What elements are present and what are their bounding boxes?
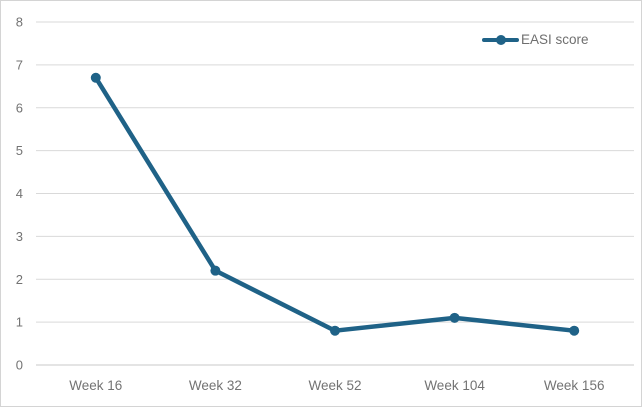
x-axis-tick-label: Week 32 — [189, 378, 242, 393]
y-axis-tick-label: 0 — [16, 358, 23, 373]
x-axis-tick-label: Week 156 — [544, 378, 605, 393]
legend-dot-icon — [495, 35, 506, 45]
x-axis-tick-label: Week 104 — [424, 378, 485, 393]
chart-legend: EASI score — [482, 32, 589, 48]
y-axis-tick-label: 7 — [16, 57, 23, 72]
y-axis-tick-label: 8 — [16, 15, 23, 30]
y-axis-tick-label: 1 — [16, 315, 23, 330]
y-axis-tick-label: 2 — [16, 272, 23, 287]
x-axis-tick-label: Week 16 — [69, 378, 122, 393]
data-point-week-104 — [449, 312, 460, 323]
y-axis-tick-label: 3 — [16, 229, 23, 244]
y-axis-tick-label: 5 — [16, 143, 23, 158]
legend-series-label: EASI score — [521, 32, 589, 47]
y-axis-tick-label: 4 — [16, 186, 23, 201]
y-axis-tick-label: 6 — [16, 100, 23, 115]
x-axis-tick-label: Week 52 — [308, 378, 361, 393]
data-point-week-52 — [330, 325, 340, 336]
data-point-week-32 — [210, 265, 221, 276]
series-line — [93, 75, 577, 333]
data-point-week-16 — [90, 72, 101, 83]
legend-line-marker-icon — [482, 32, 519, 48]
data-point-week-156 — [569, 325, 580, 336]
